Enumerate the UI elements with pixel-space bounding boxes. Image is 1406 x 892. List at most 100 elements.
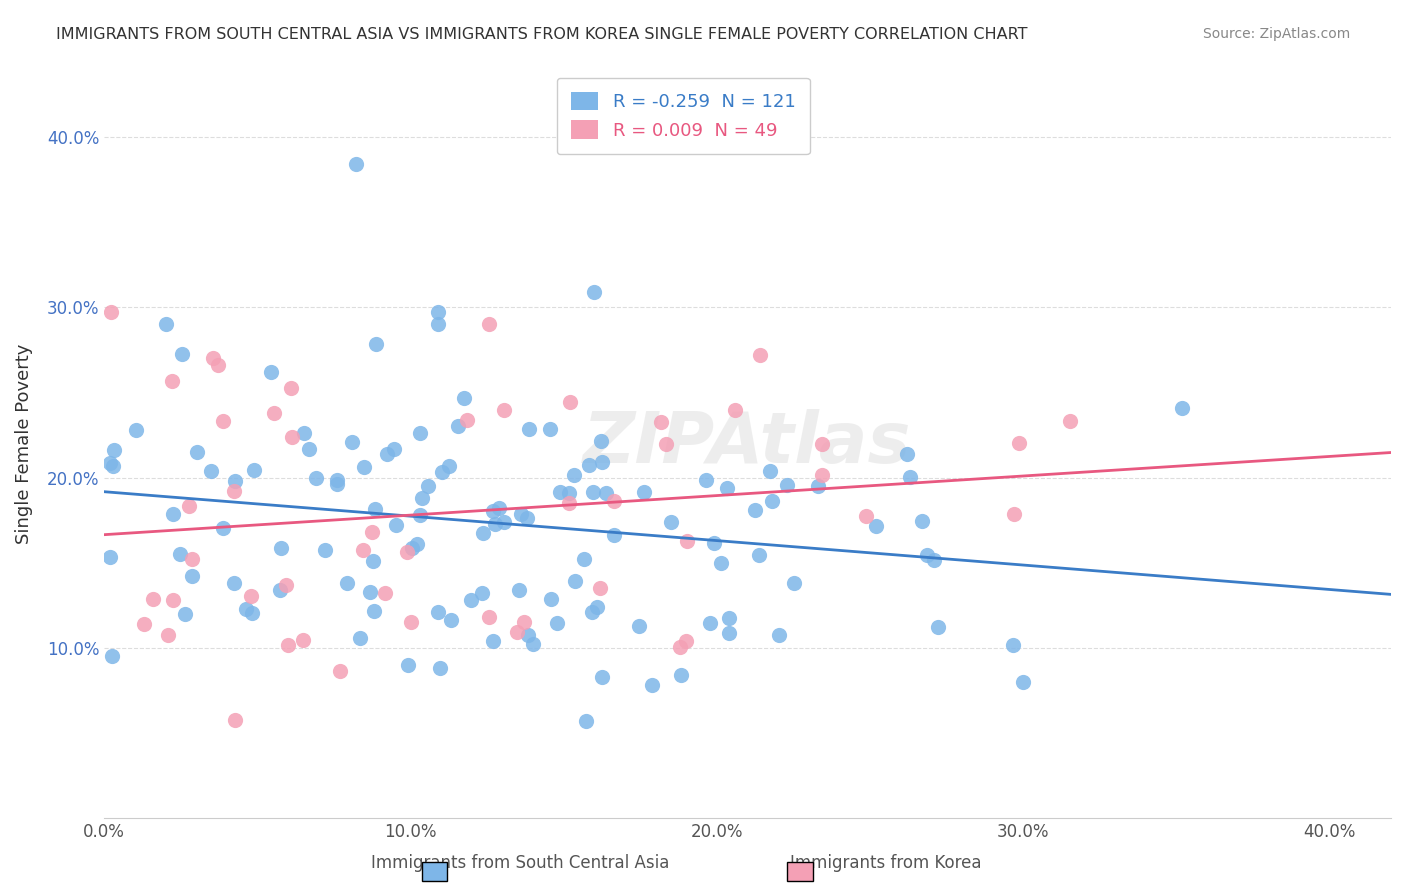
Point	[342, 435, 364, 450]
Point	[269, 582, 291, 597]
Point	[200, 464, 222, 478]
Point	[811, 437, 834, 451]
Point	[98, 456, 121, 470]
Text: ZIPAtlas: ZIPAtlas	[583, 409, 912, 478]
Point	[373, 586, 395, 600]
Point	[100, 304, 122, 318]
Point	[160, 374, 183, 388]
Text: IMMIGRANTS FROM SOUTH CENTRAL ASIA VS IMMIGRANTS FROM KOREA SINGLE FEMALE POVERT: IMMIGRANTS FROM SOUTH CENTRAL ASIA VS IM…	[56, 27, 1028, 42]
Point	[748, 549, 770, 563]
Point	[517, 422, 540, 436]
Point	[440, 614, 463, 628]
Point	[101, 649, 124, 664]
Point	[186, 445, 208, 459]
Point	[703, 535, 725, 549]
Point	[575, 714, 598, 729]
Point	[364, 336, 387, 351]
Point	[346, 157, 368, 171]
Point	[915, 548, 938, 562]
Point	[578, 458, 600, 472]
Point	[911, 514, 934, 528]
Point	[181, 569, 204, 583]
Point	[406, 537, 429, 551]
Point	[456, 413, 478, 427]
Point	[460, 592, 482, 607]
Point	[177, 499, 200, 513]
Point	[1170, 401, 1192, 415]
Point	[240, 589, 263, 603]
Point	[641, 678, 664, 692]
Point	[329, 664, 352, 678]
Point	[650, 415, 672, 429]
Point	[240, 607, 263, 621]
Point	[408, 425, 430, 440]
Point	[508, 582, 530, 597]
Point	[361, 525, 384, 540]
Point	[280, 381, 302, 395]
Point	[603, 494, 626, 508]
Point	[522, 637, 544, 651]
Point	[363, 604, 385, 618]
Point	[411, 491, 433, 505]
Point	[471, 526, 494, 541]
Point	[212, 521, 235, 535]
Legend: R = -0.259  N = 121, R = 0.009  N = 49: R = -0.259 N = 121, R = 0.009 N = 49	[557, 78, 810, 154]
Point	[349, 632, 371, 646]
Point	[169, 547, 191, 561]
Point	[927, 620, 949, 634]
Point	[235, 602, 257, 616]
Point	[478, 610, 501, 624]
Point	[364, 502, 387, 516]
Point	[484, 517, 506, 532]
Point	[488, 500, 510, 515]
Point	[409, 508, 432, 522]
Point	[548, 485, 571, 500]
Point	[506, 625, 529, 640]
Point	[276, 578, 298, 592]
Text: Source: ZipAtlas.com: Source: ZipAtlas.com	[1202, 27, 1350, 41]
Point	[558, 395, 581, 409]
Text: Immigrants from South Central Asia: Immigrants from South Central Asia	[371, 855, 669, 872]
Point	[582, 285, 605, 300]
Point	[655, 437, 678, 451]
Point	[170, 347, 193, 361]
Point	[359, 585, 381, 599]
Point	[401, 541, 423, 555]
Point	[142, 592, 165, 607]
Point	[603, 528, 626, 542]
Point	[898, 470, 921, 484]
Point	[659, 515, 682, 529]
Point	[1002, 639, 1025, 653]
Point	[589, 582, 612, 596]
Point	[783, 575, 806, 590]
Point	[710, 556, 733, 570]
Point	[716, 482, 738, 496]
Point	[699, 615, 721, 630]
Point	[589, 434, 612, 449]
Point	[212, 414, 235, 428]
Point	[263, 406, 285, 420]
Point	[564, 574, 586, 588]
Point	[429, 661, 451, 675]
Point	[744, 502, 766, 516]
Point	[277, 638, 299, 652]
Point	[326, 477, 349, 491]
Point	[718, 626, 741, 640]
Point	[586, 600, 609, 615]
Point	[98, 549, 121, 564]
Point	[761, 494, 783, 508]
Point	[260, 366, 283, 380]
Point	[758, 464, 780, 478]
Point	[582, 485, 605, 500]
Point	[453, 391, 475, 405]
Point	[591, 455, 613, 469]
Point	[224, 484, 246, 499]
Point	[562, 468, 585, 483]
Point	[418, 479, 440, 493]
Point	[922, 552, 945, 566]
Point	[810, 468, 832, 483]
Point	[492, 402, 515, 417]
Point	[439, 458, 461, 473]
Point	[492, 515, 515, 529]
Point	[222, 576, 245, 591]
